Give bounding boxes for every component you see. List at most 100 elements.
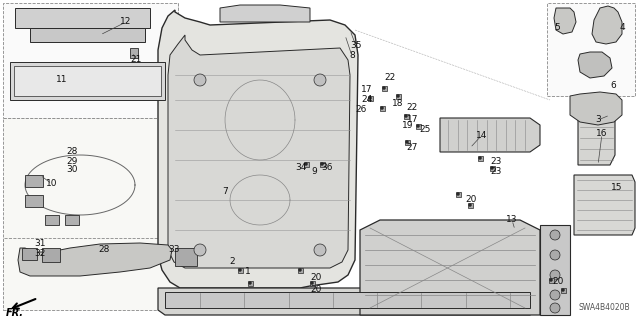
Circle shape — [381, 107, 383, 109]
Bar — [320, 162, 325, 167]
Text: 11: 11 — [56, 76, 68, 85]
Text: 24: 24 — [362, 95, 372, 105]
Polygon shape — [158, 10, 358, 288]
Circle shape — [550, 270, 560, 280]
Polygon shape — [578, 52, 612, 78]
Circle shape — [305, 162, 307, 166]
Bar — [3, 3, 178, 118]
Polygon shape — [158, 288, 538, 315]
Text: 22: 22 — [385, 73, 396, 83]
Circle shape — [397, 94, 399, 98]
Circle shape — [369, 97, 371, 100]
Text: 21: 21 — [131, 56, 141, 64]
Bar — [310, 281, 315, 286]
Circle shape — [550, 250, 560, 260]
Circle shape — [248, 281, 252, 285]
Text: 2: 2 — [229, 256, 235, 265]
Text: 17: 17 — [407, 115, 419, 124]
Circle shape — [314, 244, 326, 256]
Bar — [547, 3, 635, 96]
Text: 33: 33 — [168, 246, 180, 255]
Polygon shape — [574, 175, 635, 235]
Circle shape — [321, 162, 323, 166]
Text: 9: 9 — [311, 167, 317, 175]
Bar — [238, 268, 243, 273]
Circle shape — [490, 167, 493, 169]
Text: 22: 22 — [406, 103, 418, 113]
Circle shape — [456, 192, 460, 196]
Bar — [25, 195, 43, 207]
Circle shape — [310, 281, 314, 285]
Bar — [3, 118, 178, 266]
Text: 30: 30 — [67, 166, 77, 174]
Polygon shape — [440, 118, 540, 152]
Bar — [561, 288, 566, 293]
Polygon shape — [14, 66, 161, 96]
Circle shape — [468, 204, 472, 206]
Circle shape — [194, 74, 206, 86]
Circle shape — [298, 269, 301, 271]
Bar — [25, 175, 43, 187]
Circle shape — [550, 278, 552, 281]
Bar — [396, 94, 401, 99]
Text: 23: 23 — [490, 167, 502, 176]
Bar — [304, 162, 309, 167]
Bar — [298, 268, 303, 273]
Text: 18: 18 — [392, 100, 404, 108]
Text: 15: 15 — [611, 183, 623, 192]
Polygon shape — [592, 6, 622, 44]
Polygon shape — [570, 92, 622, 125]
Circle shape — [417, 124, 419, 128]
Text: 26: 26 — [355, 106, 367, 115]
Polygon shape — [578, 100, 615, 165]
Bar — [42, 248, 60, 262]
Polygon shape — [220, 5, 310, 22]
Bar — [549, 278, 554, 283]
Bar — [3, 238, 223, 310]
Text: 28: 28 — [67, 147, 77, 157]
Bar — [175, 248, 197, 266]
Bar — [416, 124, 421, 129]
Polygon shape — [30, 28, 145, 42]
Bar — [45, 215, 59, 225]
Text: 32: 32 — [35, 249, 45, 258]
Circle shape — [404, 115, 408, 117]
Circle shape — [550, 290, 560, 300]
Polygon shape — [130, 48, 138, 58]
Text: 6: 6 — [610, 81, 616, 91]
Text: 4: 4 — [619, 24, 625, 33]
Polygon shape — [18, 243, 172, 276]
Text: 8: 8 — [349, 51, 355, 61]
Circle shape — [561, 288, 564, 292]
Text: 17: 17 — [361, 85, 372, 94]
Polygon shape — [15, 8, 150, 28]
Text: 20: 20 — [310, 285, 322, 293]
Polygon shape — [10, 62, 165, 100]
Text: 19: 19 — [403, 122, 413, 130]
Bar — [380, 106, 385, 111]
Text: SWA4B4020B: SWA4B4020B — [579, 303, 630, 313]
Text: 20: 20 — [310, 273, 322, 283]
Text: 1: 1 — [245, 268, 251, 277]
Text: 35: 35 — [350, 41, 362, 50]
Text: 36: 36 — [321, 164, 333, 173]
Circle shape — [383, 86, 385, 90]
Bar — [65, 215, 79, 225]
Polygon shape — [168, 35, 350, 268]
Bar — [478, 156, 483, 161]
Text: 29: 29 — [67, 158, 77, 167]
Bar — [405, 140, 410, 145]
Text: 10: 10 — [46, 180, 58, 189]
Circle shape — [239, 269, 241, 271]
Polygon shape — [540, 225, 570, 315]
Text: 5: 5 — [554, 24, 560, 33]
Bar — [22, 248, 37, 260]
Circle shape — [314, 74, 326, 86]
Bar — [404, 114, 409, 119]
Text: 34: 34 — [295, 164, 307, 173]
Text: 23: 23 — [490, 158, 502, 167]
Text: 28: 28 — [99, 244, 109, 254]
Polygon shape — [360, 220, 540, 315]
Text: 25: 25 — [419, 125, 431, 135]
Text: 3: 3 — [595, 115, 601, 124]
